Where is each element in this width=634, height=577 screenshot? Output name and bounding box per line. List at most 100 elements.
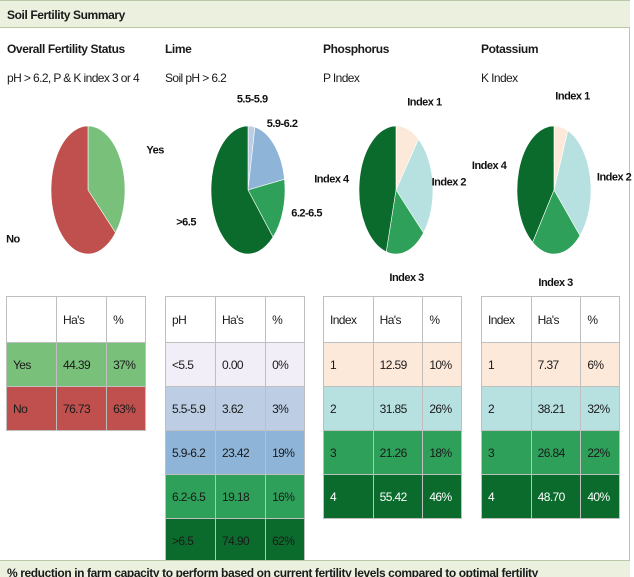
table-cell: 0.00: [215, 342, 267, 387]
pie-slice-label: Index 4: [314, 174, 350, 186]
table-cell: 1: [481, 342, 532, 387]
pie-slice-label: Index 1: [407, 97, 442, 109]
potassium-pie-chart: Index 1 Index 2 Index 3 Index 4: [472, 90, 632, 288]
table-cell: 74.90: [215, 518, 267, 563]
table-cell: 4: [323, 474, 374, 519]
table-cell: 2: [323, 386, 374, 431]
table-cell: 6%: [580, 342, 620, 387]
pie-slice-label: >6.5: [176, 216, 196, 228]
phosphorus-table: Index Ha's% 1 12.59 10% 2 31.85 26% 3 21.26 18% 4 55…: [323, 296, 462, 519]
pie-slice-label: No: [6, 234, 20, 246]
pie-slice: [50, 125, 116, 255]
table-cell: 10%: [422, 342, 462, 387]
table-cell: >6.5: [164, 518, 217, 563]
table-row: 4 55.42 46%: [323, 474, 462, 519]
section-subtitle-lime: Soil pH > 6.2: [165, 71, 227, 85]
table-cell: 6.2-6.5: [164, 474, 217, 519]
pie-slice-label: Index 3: [538, 277, 573, 289]
pie-slice: [395, 138, 434, 234]
pie-slice: [358, 125, 397, 253]
table-row: 5.5-5.9 3.62 3%: [164, 386, 305, 431]
table-header-row: pH Ha's%: [164, 296, 305, 343]
table-cell: 19.18: [215, 474, 267, 519]
table-header-cell: Ha's: [530, 296, 582, 343]
table-header-cell: Ha's: [372, 296, 424, 343]
table-header-cell: Index: [481, 296, 532, 343]
table-cell: 16%: [265, 474, 305, 519]
summary-title: Soil Fertility Summary: [7, 8, 125, 22]
table-row: 2 38.21 32%: [481, 386, 620, 431]
pie-slice: [210, 125, 274, 255]
overall-fertility-pie-chart: Yes No: [6, 125, 165, 255]
table-cell: 4: [481, 474, 532, 519]
pie-slice-label: Index 1: [555, 90, 590, 102]
summary-footer: % reduction in farm capacity to perform …: [0, 560, 630, 577]
pie-slice: [553, 130, 592, 237]
pie-slice-label: 5.9-6.2: [267, 118, 298, 130]
table-cell: 3.62: [215, 386, 267, 431]
pie-slice: [385, 189, 424, 255]
section-title-phosphorus: Phosphorus: [323, 42, 390, 56]
table-cell: 22%: [580, 430, 620, 475]
pie-slice: [247, 178, 286, 238]
table-cell: 26%: [422, 386, 462, 431]
table-cell: 7.37: [530, 342, 582, 387]
table-header-cell: Ha's: [215, 296, 267, 343]
pie-slice-label: 6.2-6.5: [291, 208, 322, 220]
phosphorus-pie-chart: Index 1 Index 2 Index 3 Index 4: [314, 97, 467, 285]
table-header-cell: pH: [164, 296, 217, 343]
table-row: 1 7.37 6%: [481, 342, 620, 387]
table-cell: 26.84: [530, 430, 582, 475]
pie-slice: [516, 125, 555, 243]
table-cell: 5.5-5.9: [164, 386, 217, 431]
table-cell: 63%: [106, 386, 146, 431]
pie-slice: [247, 126, 285, 191]
pie-slice-label: Yes: [146, 145, 164, 157]
table-cell: 31.85: [372, 386, 424, 431]
table-header-cell: %: [106, 296, 146, 343]
table-row: No 76.73 63%: [5, 386, 146, 431]
table-cell: 23.42: [215, 430, 267, 475]
table-header-cell: Ha's: [56, 296, 108, 343]
table-row: Yes 44.39 37%: [5, 342, 146, 387]
table-cell: Yes: [5, 342, 58, 387]
table-cell: 46%: [422, 474, 462, 519]
table-cell: 1: [323, 342, 374, 387]
footer-text: % reduction in farm capacity to perform …: [7, 566, 538, 577]
table-cell: 76.73: [56, 386, 108, 431]
pie-slice-label: Index 2: [432, 177, 467, 189]
table-header-row: Index Ha's%: [323, 296, 462, 343]
table-cell: 40%: [580, 474, 620, 519]
lime-table: pH Ha's% <5.5 0.00 0% 5.5-5.9 3.62 3% 5.9-6.2 23.…: [164, 296, 305, 563]
table-row: 1 12.59 10%: [323, 342, 462, 387]
table-cell: No: [5, 386, 58, 431]
table-header-cell: Index: [323, 296, 374, 343]
table-row: <5.5 0.00 0%: [164, 342, 305, 387]
pie-slice-label: Index 2: [597, 171, 632, 183]
table-cell: 21.26: [372, 430, 424, 475]
table-cell: 2: [481, 386, 532, 431]
table-cell: 3%: [265, 386, 305, 431]
section-subtitle-potassium: K Index: [481, 71, 518, 85]
table-row: 3 21.26 18%: [323, 430, 462, 475]
section-title-overall: Overall Fertility Status: [7, 42, 125, 56]
table-header-cell: %: [422, 296, 462, 343]
table-cell: <5.5: [164, 342, 217, 387]
table-cell: 5.9-6.2: [164, 430, 217, 475]
table-row: >6.5 74.90 62%: [164, 518, 305, 563]
table-row: 2 31.85 26%: [323, 386, 462, 431]
table-row: 3 26.84 22%: [481, 430, 620, 475]
table-cell: 19%: [265, 430, 305, 475]
table-cell: 3: [323, 430, 374, 475]
table-header-cell: %: [265, 296, 305, 343]
summary-header: Soil Fertility Summary: [0, 0, 630, 28]
table-cell: 55.42: [372, 474, 424, 519]
pie-slice: [87, 125, 126, 234]
pie-slice-label: Index 4: [472, 160, 508, 172]
section-title-lime: Lime: [165, 42, 192, 56]
table-header-cell: %: [580, 296, 620, 343]
table-cell: 3: [481, 430, 532, 475]
table-row: 6.2-6.5 19.18 16%: [164, 474, 305, 519]
table-cell: 37%: [106, 342, 146, 387]
